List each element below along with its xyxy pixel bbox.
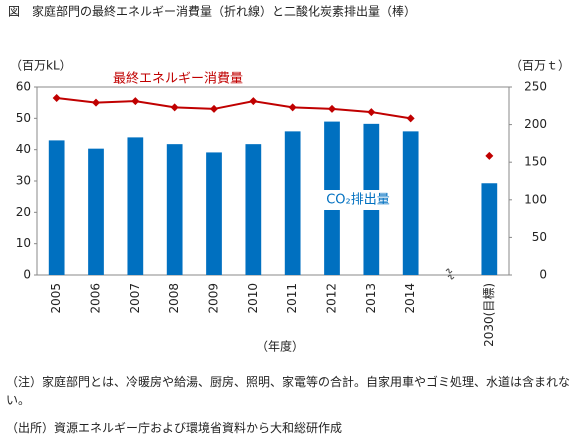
marker bbox=[406, 114, 415, 123]
marker bbox=[52, 93, 61, 102]
y-tick-label: 10 bbox=[16, 236, 31, 250]
bar bbox=[284, 131, 301, 275]
y-tick-label: 40 bbox=[16, 142, 31, 156]
bar bbox=[48, 140, 65, 275]
bar bbox=[127, 137, 144, 275]
series-label: CO₂排出量 bbox=[326, 193, 390, 208]
x-tick-label: 2011 bbox=[285, 283, 299, 314]
bar bbox=[206, 152, 222, 275]
y-tick-label: 60 bbox=[16, 80, 31, 94]
x-tick-label: 2012 bbox=[325, 283, 339, 314]
x-tick-label: 2008 bbox=[167, 283, 181, 314]
line bbox=[57, 98, 490, 156]
note: （注）家庭部門とは、冷暖房や給湯、厨房、照明、家電等の合計。自家用車やゴミ処理、… bbox=[6, 375, 571, 407]
y2-tick-label: 0 bbox=[539, 268, 547, 282]
y-tick-label: 50 bbox=[16, 111, 31, 125]
x-tick-label: 2007 bbox=[128, 283, 142, 314]
x-tick-label: 2030(目標) bbox=[482, 283, 496, 347]
y-tick-label: 0 bbox=[23, 268, 31, 282]
bar bbox=[88, 148, 104, 275]
marker bbox=[485, 151, 494, 160]
y2-tick-label: 150 bbox=[524, 155, 547, 169]
y-tick-label: 20 bbox=[16, 205, 31, 219]
y2-tick-label: 50 bbox=[532, 230, 547, 244]
marker bbox=[367, 108, 376, 117]
y2-tick-label: 250 bbox=[524, 80, 547, 94]
x-tick-label: 2014 bbox=[403, 283, 417, 314]
series-label: 最終エネルギー消費量 bbox=[113, 71, 243, 87]
marker bbox=[288, 103, 297, 112]
x-tick-label: 2006 bbox=[89, 283, 103, 314]
x-axis-label: （年度） bbox=[256, 339, 304, 354]
marker bbox=[131, 97, 140, 106]
bar bbox=[481, 183, 498, 275]
x-tick-label: 2010 bbox=[246, 283, 260, 314]
source: （出所）資源エネルギー庁および環境省資料から大和総研作成 bbox=[6, 421, 343, 435]
marker bbox=[170, 103, 179, 112]
x-tick-label: 2009 bbox=[207, 283, 221, 314]
axis-break bbox=[445, 268, 455, 280]
y-axis-label: （百万kL） bbox=[10, 59, 72, 73]
chart-title: 図 家庭部門の最終エネルギー消費量（折れ線）と二酸化炭素排出量（棒） bbox=[8, 4, 416, 19]
y2-tick-label: 100 bbox=[524, 192, 547, 206]
y2-tick-label: 200 bbox=[524, 117, 547, 131]
plot-frame bbox=[36, 86, 510, 276]
y2-axis-label: （百万ｔ） bbox=[510, 59, 570, 73]
bar bbox=[402, 131, 419, 275]
y-tick-label: 30 bbox=[16, 174, 31, 188]
bar bbox=[166, 144, 183, 275]
label-bg bbox=[322, 190, 394, 210]
marker bbox=[210, 104, 218, 113]
chart: 図 家庭部門の最終エネルギー消費量（折れ線）と二酸化炭素排出量（棒） （百万kL… bbox=[8, 4, 570, 354]
bar bbox=[245, 144, 262, 275]
marker bbox=[328, 104, 336, 113]
x-tick-label: 2013 bbox=[364, 283, 378, 314]
x-tick-label: 2005 bbox=[49, 283, 63, 314]
marker bbox=[92, 98, 100, 107]
marker bbox=[249, 97, 258, 106]
